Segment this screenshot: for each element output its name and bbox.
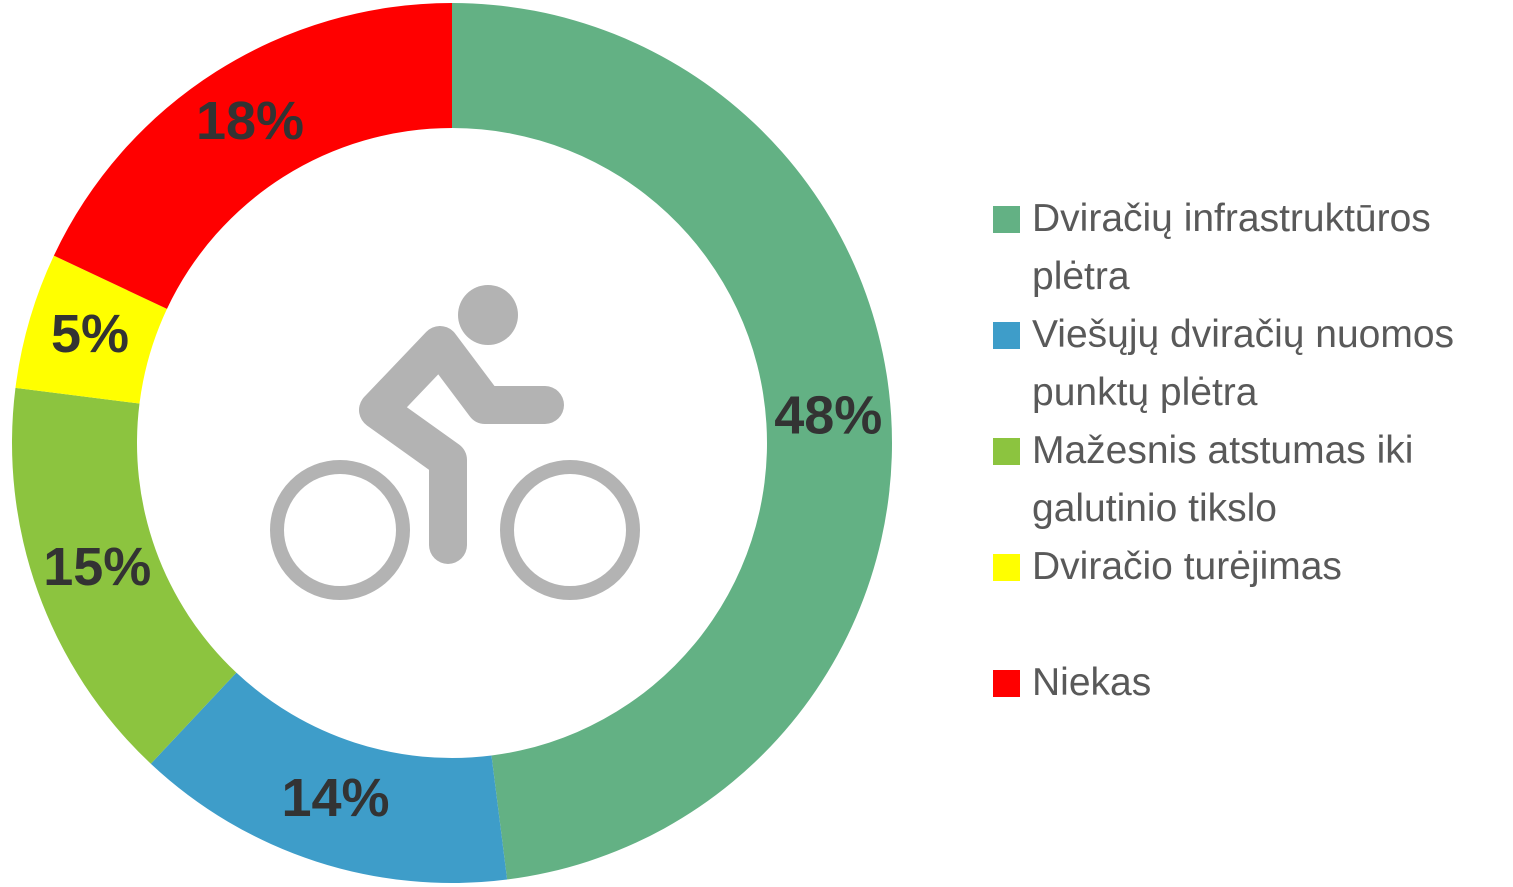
legend-label: Dviračio turėjimas [1032,545,1342,588]
legend-label: Viešųjų dviračių nuomos punktų plėtra [1032,313,1455,414]
chart: 48% 14% 15% 5% 18% [11,3,892,883]
data-label: 48% [774,386,882,446]
data-label: 18% [196,91,304,151]
slice [53,3,452,309]
slice [11,387,237,764]
legend-swatch [993,554,1020,581]
legend-item: Niekas [993,654,1508,712]
labels: 48% 14% 15% 5% 18% [43,91,882,828]
data-label: 15% [43,537,151,597]
legend-swatch [993,206,1020,233]
slice [15,255,167,404]
legend: Dviračių infrastruktūros plėtra Viešųjų d… [993,190,1508,712]
data-label: 14% [281,768,389,828]
legend-item: Viešųjų dviračių nuomos punktų plėtra [993,306,1508,422]
legend-item: Dviračių infrastruktūros plėtra [993,190,1508,306]
bicycle-icon [270,285,640,600]
legend-item: Dviračio turėjimas [993,538,1508,596]
slice [452,3,892,880]
slices [11,3,892,883]
legend-label: Niekas [1032,661,1152,704]
legend-label: Dviračių infrastruktūros plėtra [1032,197,1431,298]
legend-item: Mažesnis atstumas iki galutinio tikslo [993,422,1508,538]
legend-label: Mažesnis atstumas iki galutinio tikslo [1032,429,1414,530]
legend-swatch [993,322,1020,349]
legend-swatch [993,438,1020,465]
data-label: 5% [51,304,129,364]
legend-swatch [993,670,1020,697]
slice [150,672,508,883]
